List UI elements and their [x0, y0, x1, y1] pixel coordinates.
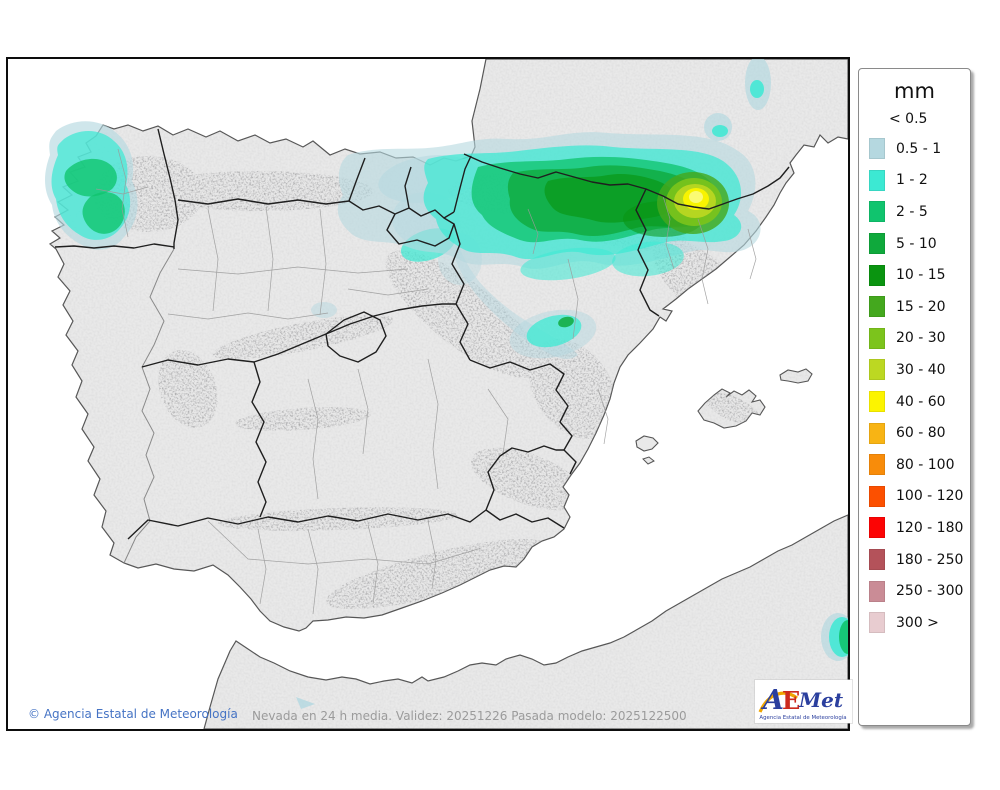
- legend-swatch-icon: [869, 264, 885, 286]
- ibiza-island: [635, 435, 659, 452]
- legend-swatch-icon: [869, 391, 885, 413]
- legend-swatch-icon: [869, 138, 885, 160]
- snow-galicia-green1: [64, 158, 117, 197]
- aemet-logo-graphic: A E Met Agencia Estatal de Meteorología: [758, 685, 847, 721]
- legend-swatch-icon: [869, 454, 885, 476]
- legend-row: 40 - 60: [859, 386, 970, 418]
- legend-label: 40 - 60: [896, 393, 946, 410]
- logo-arc-icon: [758, 691, 798, 713]
- legend-title: mm: [894, 79, 935, 103]
- legend-row: 120 - 180: [859, 512, 970, 544]
- model-info-text: Nevada en 24 h media. Validez: 20251226 …: [252, 709, 687, 723]
- legend-label: 15 - 20: [896, 298, 946, 315]
- copyright-text: © Agencia Estatal de Meteorología: [28, 707, 238, 721]
- legend-swatch-icon: [869, 580, 885, 602]
- legend-label: 20 - 30: [896, 330, 946, 347]
- legend-swatch-icon: [869, 422, 885, 444]
- logo-letter-met: Met: [798, 688, 844, 712]
- snowfall-overlays: [45, 59, 848, 709]
- legend-swatch-icon: [869, 169, 885, 191]
- snow-france-spot1: [712, 125, 728, 137]
- legend-label: 120 - 180: [896, 519, 964, 536]
- legend-swatch-icon: [869, 549, 885, 571]
- legend-label: 250 - 300: [896, 583, 964, 600]
- snow-africa-blob: [839, 620, 848, 654]
- legend-row: 100 - 120: [859, 481, 970, 513]
- legend-label: 100 - 120: [896, 488, 964, 505]
- legend-swatch-icon: [869, 517, 885, 539]
- legend-row: 15 - 20: [859, 291, 970, 323]
- legend-row: 30 - 40: [859, 354, 970, 386]
- legend-panel: mm < 0.5 0.5 - 1 1 - 2 2 - 5 5 - 10 10 - 15 1…: [858, 68, 971, 726]
- legend-label: 60 - 80: [896, 425, 946, 442]
- legend-label: 1 - 2: [896, 172, 928, 189]
- legend-swatch-icon: [869, 485, 885, 507]
- legend-swatch-icon: [869, 359, 885, 381]
- map-frame: [6, 57, 850, 731]
- legend-items: 0.5 - 1 1 - 2 2 - 5 5 - 10 10 - 15 15 - 20 20 …: [859, 133, 970, 639]
- logo-letter-a: A: [760, 685, 784, 716]
- legend-label: 5 - 10: [896, 235, 937, 252]
- portugal-border: [123, 248, 175, 564]
- legend-row: 0.5 - 1: [859, 133, 970, 165]
- legend-row: 1 - 2: [859, 165, 970, 197]
- legend-row: 10 - 15: [859, 259, 970, 291]
- aemet-logo: A E Met Agencia Estatal de Meteorología: [755, 680, 852, 723]
- legend-row: 180 - 250: [859, 544, 970, 576]
- legend-swatch-icon: [869, 296, 885, 318]
- legend-label: 80 - 100: [896, 456, 955, 473]
- legend-label: 0.5 - 1: [896, 140, 942, 157]
- legend-swatch-icon: [869, 201, 885, 223]
- legend-row: 60 - 80: [859, 417, 970, 449]
- snow-small-triangle: [296, 697, 315, 709]
- legend-label: 10 - 15: [896, 267, 946, 284]
- legend-swatch-icon: [869, 612, 885, 634]
- logo-caption: Agencia Estatal de Meteorología: [759, 714, 846, 721]
- legend-row: 80 - 100: [859, 449, 970, 481]
- spain-snowfall-map: [45, 59, 848, 729]
- snow-galicia-green2: [82, 192, 125, 234]
- legend-row: 20 - 30: [859, 323, 970, 355]
- region-borders: [54, 128, 790, 540]
- legend-first-label: < 0.5: [889, 111, 928, 127]
- legend-row: 2 - 5: [859, 196, 970, 228]
- legend-label: 300 >: [896, 614, 939, 631]
- legend-row: 5 - 10: [859, 228, 970, 260]
- formentera-island: [642, 456, 655, 465]
- legend-label: 30 - 40: [896, 361, 946, 378]
- province-borders: [95, 148, 757, 615]
- legend-row: 250 - 300: [859, 575, 970, 607]
- legend-swatch-icon: [869, 233, 885, 255]
- legend-swatch-icon: [869, 327, 885, 349]
- legend-row: 300 >: [859, 607, 970, 639]
- snow-france-spot2: [750, 80, 764, 98]
- legend-label: 180 - 250: [896, 551, 964, 568]
- legend-label: 2 - 5: [896, 203, 928, 220]
- logo-letter-e: E: [782, 686, 800, 715]
